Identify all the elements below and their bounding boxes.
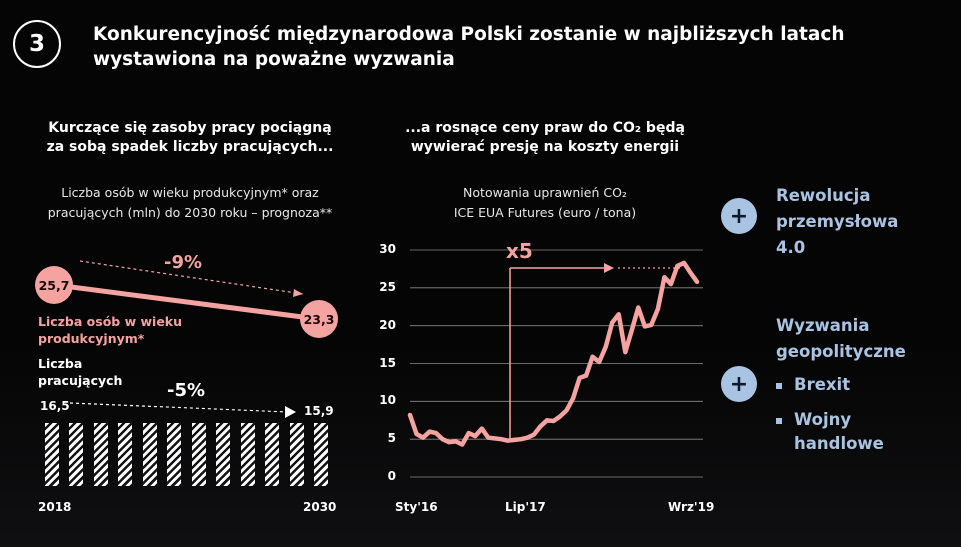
geopolitics-item: Wyzwania geopolityczne xyxy=(776,313,906,365)
employed-arrowhead xyxy=(285,406,296,418)
plus-icon: + xyxy=(721,198,757,234)
co2-y-tick-label: 20 xyxy=(379,317,396,332)
bullet-square-icon xyxy=(776,382,782,389)
industry-4-0-item: Rewolucja przemysłowa 4.0 xyxy=(776,183,898,261)
employed-bar xyxy=(314,423,328,486)
co2-y-tick-label: 5 xyxy=(387,431,396,446)
employed-bar xyxy=(94,423,108,486)
working-age-line xyxy=(55,282,319,322)
employed-label-line2: pracujących xyxy=(38,373,123,388)
co2-x-tick-label: Lip'17 xyxy=(505,500,546,514)
co2-y-tick-label: 30 xyxy=(379,242,396,256)
employed-start-value: 16,5 xyxy=(40,399,70,413)
left-note-line2: pracujących (mln) do 2030 roku – prognoz… xyxy=(47,205,333,220)
employed-bar xyxy=(216,423,230,486)
bullet-trade-wars: Wojny handlowe xyxy=(776,408,884,456)
bullet-brexit: Brexit xyxy=(776,373,850,397)
employed-label: Liczba pracujących xyxy=(38,355,122,389)
employed-label-line1: Liczba xyxy=(38,356,83,371)
slide-title: Konkurencyjność międzynarodowa Polski zo… xyxy=(93,22,853,72)
middle-note-line1: Notowania uprawnień CO₂ xyxy=(463,185,627,200)
year-end: 2030 xyxy=(303,500,337,514)
co2-x-tick-label: Wrz'19 xyxy=(668,500,715,514)
multiplier-label: x5 xyxy=(506,239,533,263)
co2-y-tick-label: 25 xyxy=(379,279,396,294)
co2-price-line xyxy=(407,260,700,447)
geopolitics-line1: Wyzwania xyxy=(776,316,870,335)
working-age-arrowhead xyxy=(293,289,303,297)
working-age-start-value: 25,7 xyxy=(35,266,73,304)
slide-title-line2: wystawiona na poważne wyzwania xyxy=(93,49,455,70)
slide-number-badge: 3 xyxy=(13,20,61,68)
employed-bar xyxy=(143,423,157,486)
left-heading-line2: za sobą spadek liczby pracujących... xyxy=(46,139,334,155)
employed-bar xyxy=(167,423,181,486)
bullet-brexit-text: Brexit xyxy=(794,375,851,394)
working-age-label-line2: produkcyjnym* xyxy=(38,331,145,346)
employed-bar xyxy=(69,423,83,486)
employed-bar xyxy=(265,423,279,486)
geopolitics-line2: geopolityczne xyxy=(776,342,906,361)
workforce-chart xyxy=(55,260,319,418)
left-note: Liczba osób w wieku produkcyjnym* oraz p… xyxy=(10,183,370,223)
slide-title-line1: Konkurencyjność międzynarodowa Polski zo… xyxy=(93,24,845,45)
industry-line1: Rewolucja xyxy=(776,186,871,205)
co2-x-tick-label: Sty'16 xyxy=(395,500,438,514)
working-age-trend-arrow xyxy=(79,260,304,295)
employed-end-value: 15,9 xyxy=(304,404,334,418)
co2-gridlines xyxy=(410,249,703,478)
middle-heading: ...a rosnące ceny praw do CO₂ będą wywie… xyxy=(380,119,710,157)
co2-y-tick-label: 10 xyxy=(379,393,396,408)
middle-note-line2: ICE EUA Futures (euro / tona) xyxy=(453,205,637,220)
x5-marker-arrowhead xyxy=(604,263,614,273)
working-age-label-line1: Liczba osób w wieku xyxy=(38,314,183,329)
employed-bar xyxy=(241,423,255,486)
working-age-label: Liczba osób w wieku produkcyjnym* xyxy=(38,313,182,347)
background-cityscape xyxy=(0,347,961,547)
employed-bar xyxy=(192,423,206,486)
bullet-trade-wars-line1: Wojny xyxy=(794,410,852,429)
bullet-square-icon xyxy=(776,417,782,424)
co2-y-tick-label: 0 xyxy=(387,469,396,483)
left-note-line1: Liczba osób w wieku produkcyjnym* oraz xyxy=(61,185,319,200)
working-age-change: -9% xyxy=(164,252,203,273)
co2-y-tick-label: 15 xyxy=(379,355,396,370)
employed-bar xyxy=(290,423,304,486)
employed-trend-arrow xyxy=(69,402,289,413)
left-heading: Kurczące się zasoby pracy pociągną za so… xyxy=(20,119,360,157)
employed-change: -5% xyxy=(167,380,206,401)
working-age-end-value: 23,3 xyxy=(300,300,338,338)
middle-heading-line1: ...a rosnące ceny praw do CO₂ będą xyxy=(405,120,685,136)
middle-heading-line2: wywierać presję na koszty energii xyxy=(410,139,680,155)
middle-note: Notowania uprawnień CO₂ ICE EUA Futures … xyxy=(410,183,680,223)
left-heading-line1: Kurczące się zasoby pracy pociągną xyxy=(48,120,332,136)
plus-icon: + xyxy=(721,366,757,402)
industry-line2: przemysłowa xyxy=(776,212,899,231)
year-start: 2018 xyxy=(38,500,72,514)
bullet-trade-wars-line2: handlowe xyxy=(794,434,884,453)
employed-bar xyxy=(118,423,132,486)
industry-line3: 4.0 xyxy=(776,238,806,257)
employed-bar xyxy=(45,423,59,486)
